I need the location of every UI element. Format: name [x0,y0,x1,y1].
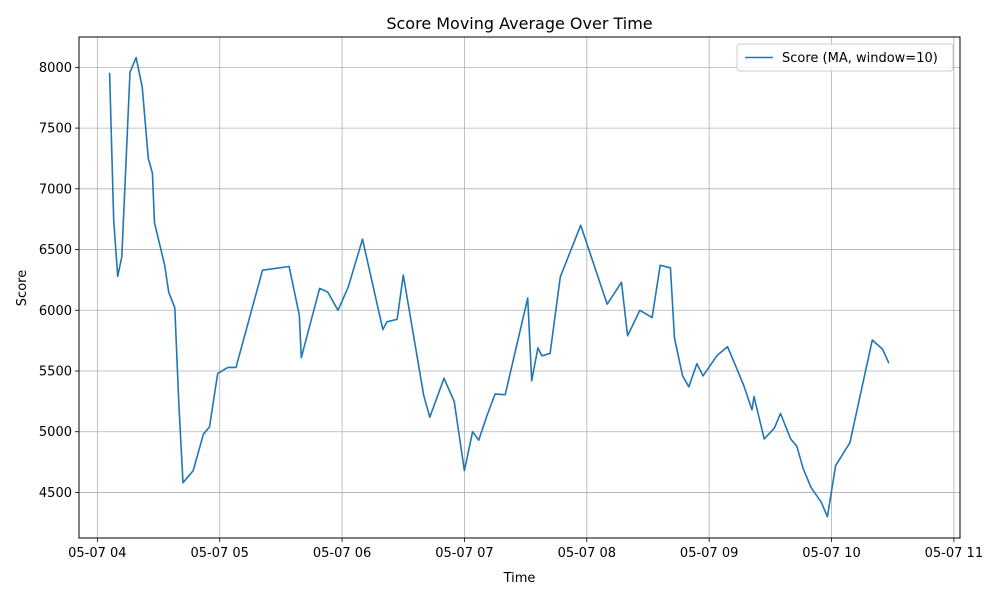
y-tick-label: 5000 [39,425,72,440]
x-tick-label: 05-07 09 [680,546,738,561]
legend-label: Score (MA, window=10) [782,51,938,66]
x-tick-label: 05-07 05 [190,546,248,561]
y-axis-label: Score [15,270,30,306]
x-tick-label: 05-07 06 [313,546,371,561]
y-tick-label: 7500 [39,122,72,137]
legend-box [736,43,954,72]
y-tick-label: 5500 [39,365,72,380]
plot-frame [78,36,961,539]
y-axis-ticks: 4500 5000 5500 6000 6500 7000 7500 8000 [39,61,79,501]
y-tick-label: 4500 [39,486,72,501]
x-tick-label: 05-07 10 [802,546,860,561]
y-tick-label: 8000 [39,61,72,76]
legend: Score (MA, window=10) [736,43,954,72]
x-tick-label: 05-07 07 [435,546,493,561]
y-tick-label: 7000 [39,182,72,197]
y-tick-label: 6000 [39,304,72,319]
grid [79,37,960,538]
chart-title: Score Moving Average Over Time [386,14,652,33]
y-tick-label: 6500 [39,243,72,258]
series-line-score-ma [108,56,890,518]
x-tick-label: 05-07 08 [558,546,616,561]
x-tick-label: 05-07 11 [925,546,983,561]
x-axis-ticks: 05-07 04 05-07 05 05-07 06 05-07 07 05-07 08… [68,538,983,561]
x-tick-label: 05-07 04 [68,546,126,561]
x-axis-label: Time [503,571,536,586]
